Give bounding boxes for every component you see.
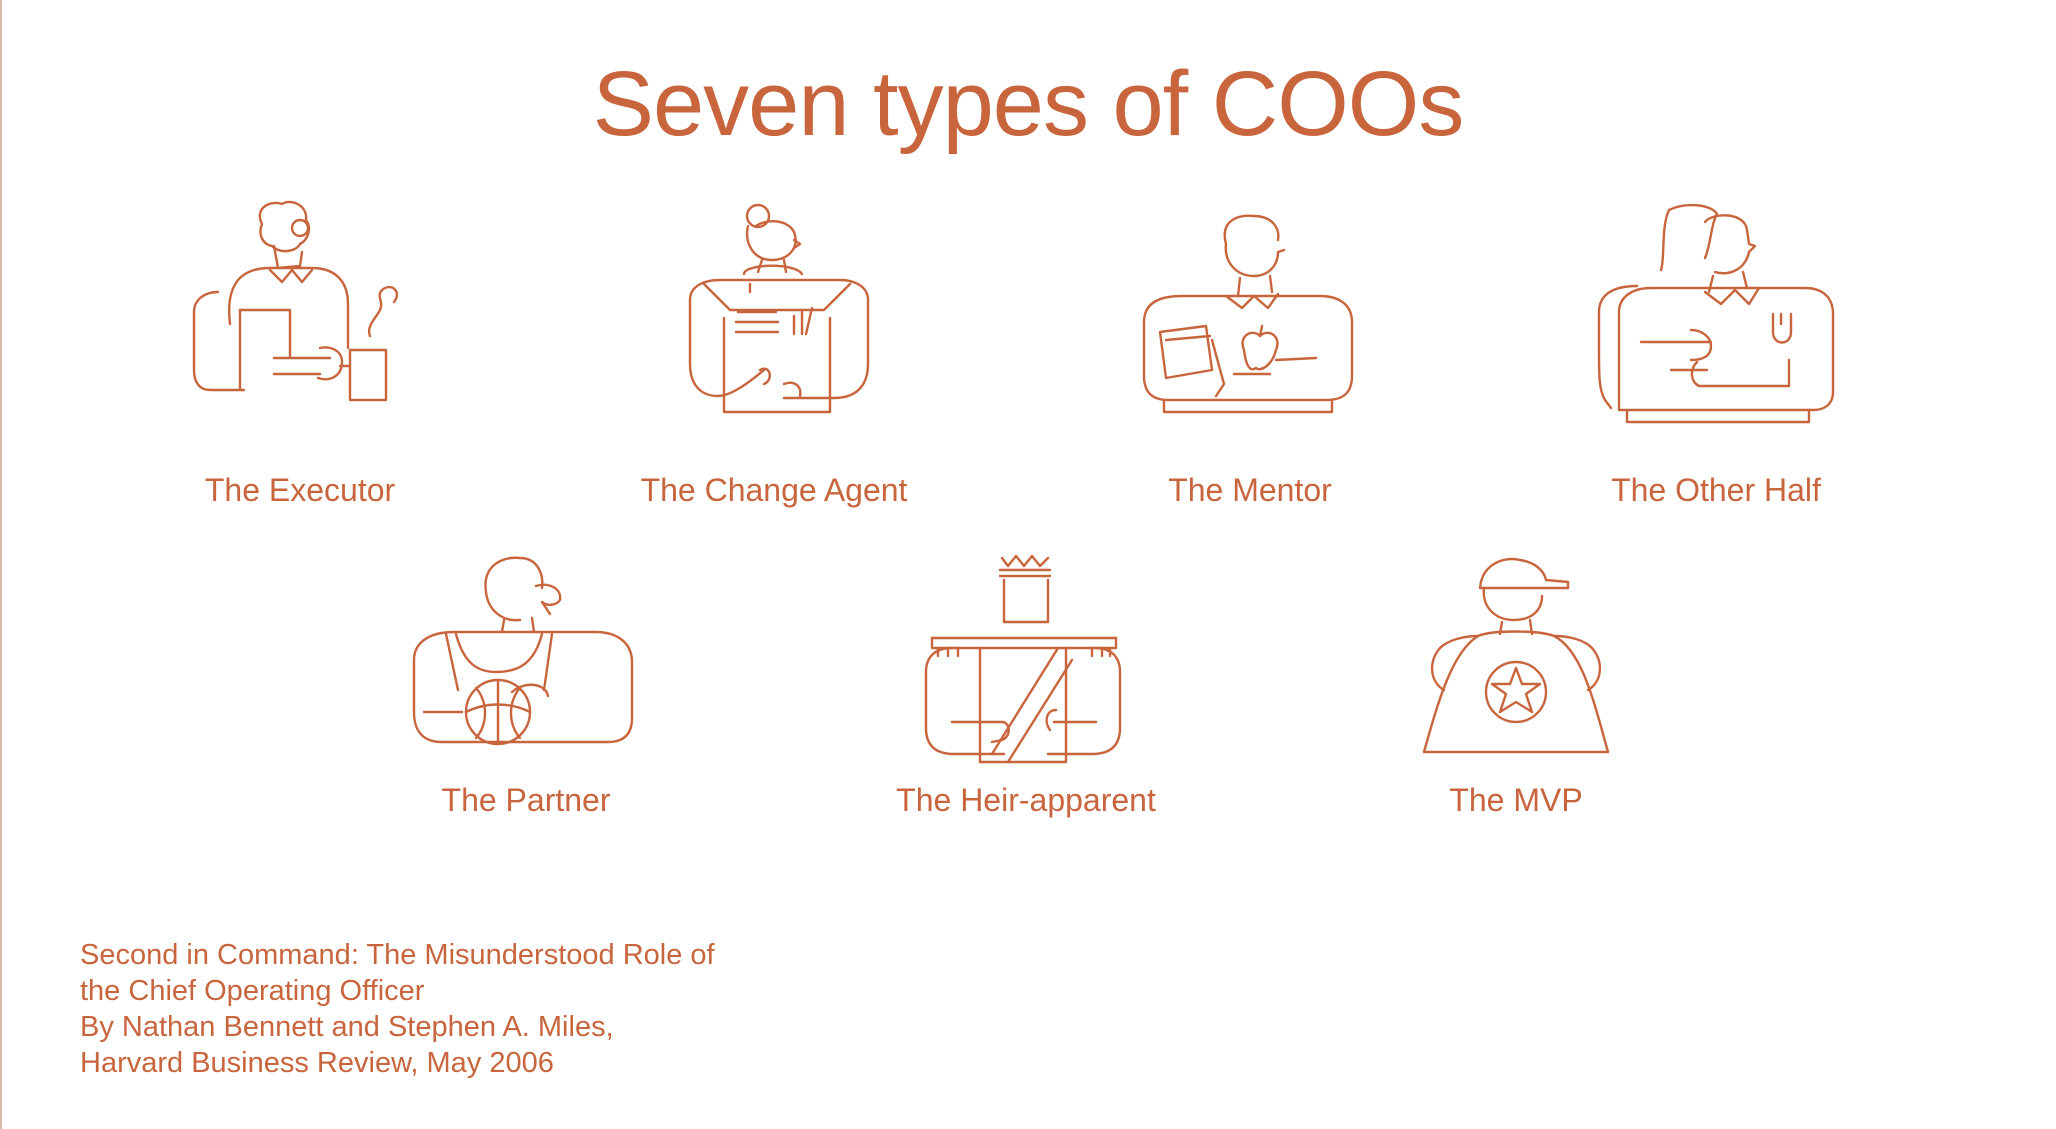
citation-line-4: Harvard Business Review, May 2006 — [80, 1047, 554, 1079]
change-agent-icon — [688, 203, 870, 414]
left-edge-rule — [0, 0, 2, 1129]
coo-type-change-agent: The Change Agent — [564, 200, 984, 506]
mentor-icon — [1142, 214, 1354, 414]
coo-type-partner: The Partner — [316, 552, 736, 816]
coo-type-mentor: The Mentor — [1040, 200, 1460, 506]
coo-label-heir-apparent: The Heir-apparent — [896, 782, 1156, 818]
executor-icon — [192, 200, 399, 402]
mvp-icon — [1422, 557, 1610, 754]
coo-label-executor: The Executor — [204, 472, 396, 508]
citation-line-3: By Nathan Bennett and Stephen A. Miles, — [80, 1011, 614, 1043]
citation-line-2: the Chief Operating Officer — [80, 975, 425, 1007]
coo-label-other-half: The Other Half — [1611, 472, 1821, 508]
coo-type-other-half: The Other Half — [1506, 200, 1926, 506]
slide-title: Seven types of COOs — [592, 53, 1465, 155]
coo-label-mentor: The Mentor — [1168, 472, 1332, 508]
partner-icon — [412, 556, 634, 746]
citation-line-1: Second in Command: The Misunderstood Rol… — [80, 939, 715, 971]
coo-type-heir-apparent: The Heir-apparent — [816, 552, 1236, 816]
other-half-icon — [1597, 203, 1835, 424]
coo-type-mvp: The MVP — [1306, 552, 1726, 816]
coo-label-change-agent: The Change Agent — [640, 472, 908, 508]
heir-apparent-icon — [924, 554, 1122, 764]
coo-label-mvp: The MVP — [1449, 782, 1583, 818]
citation: Second in Command: The Misunderstood Rol… — [80, 937, 980, 1081]
coo-label-partner: The Partner — [441, 782, 611, 818]
coo-type-executor: The Executor — [90, 200, 510, 506]
